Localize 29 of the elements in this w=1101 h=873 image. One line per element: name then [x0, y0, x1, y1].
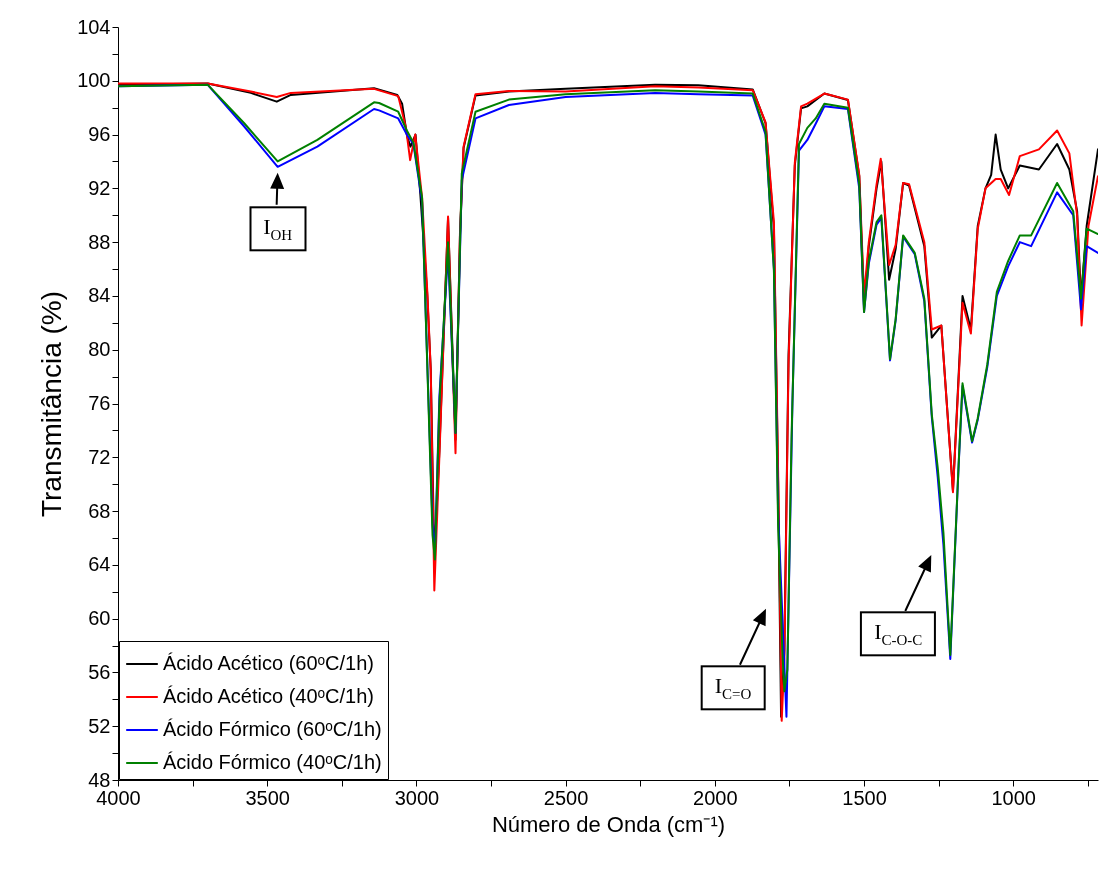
y-tick-label: 84: [88, 284, 111, 307]
y-tick-label: 92: [88, 176, 111, 199]
x-tick-label: 1500: [842, 786, 887, 809]
y-tick-label: 88: [88, 230, 111, 253]
x-tick-label: 1000: [991, 786, 1036, 809]
legend-label: Ácido Acético (60ᵒC/1h): [163, 652, 374, 674]
y-axis-title: Transmitância (%): [36, 290, 68, 518]
x-tick-label: 2500: [543, 786, 589, 809]
annotation: I$_{C=O}$: [700, 665, 766, 711]
y-tick-label: 68: [88, 499, 111, 522]
y-tick-label: 64: [88, 553, 111, 576]
legend-label: Ácido Acético (40ᵒC/1h): [163, 685, 374, 707]
y-tick-label: 80: [88, 338, 111, 361]
y-tick-label: 56: [88, 660, 111, 683]
y-tick-label: 60: [88, 607, 111, 630]
x-tick-label: 3000: [394, 786, 440, 809]
x-tick-label: 2000: [693, 786, 738, 809]
y-tick-label: 104: [77, 15, 111, 38]
legend-label: Ácido Fórmico (60ᵒC/1h): [163, 718, 382, 740]
annotation: I$_{OH}$: [249, 206, 307, 252]
y-tick-label: 76: [88, 392, 111, 414]
legend-label: Ácido Fórmico (40ᵒC/1h): [163, 751, 382, 773]
y-tick-label: 72: [88, 445, 111, 468]
y-tick-label: 100: [77, 69, 111, 92]
annotation: I$_{C-O-C}$: [860, 611, 937, 657]
y-tick-label: 96: [88, 123, 111, 146]
x-tick-label: 3500: [245, 786, 290, 809]
x-axis-title: Número de Onda (cm⁻¹): [491, 811, 726, 837]
y-tick-label: 52: [88, 714, 111, 737]
